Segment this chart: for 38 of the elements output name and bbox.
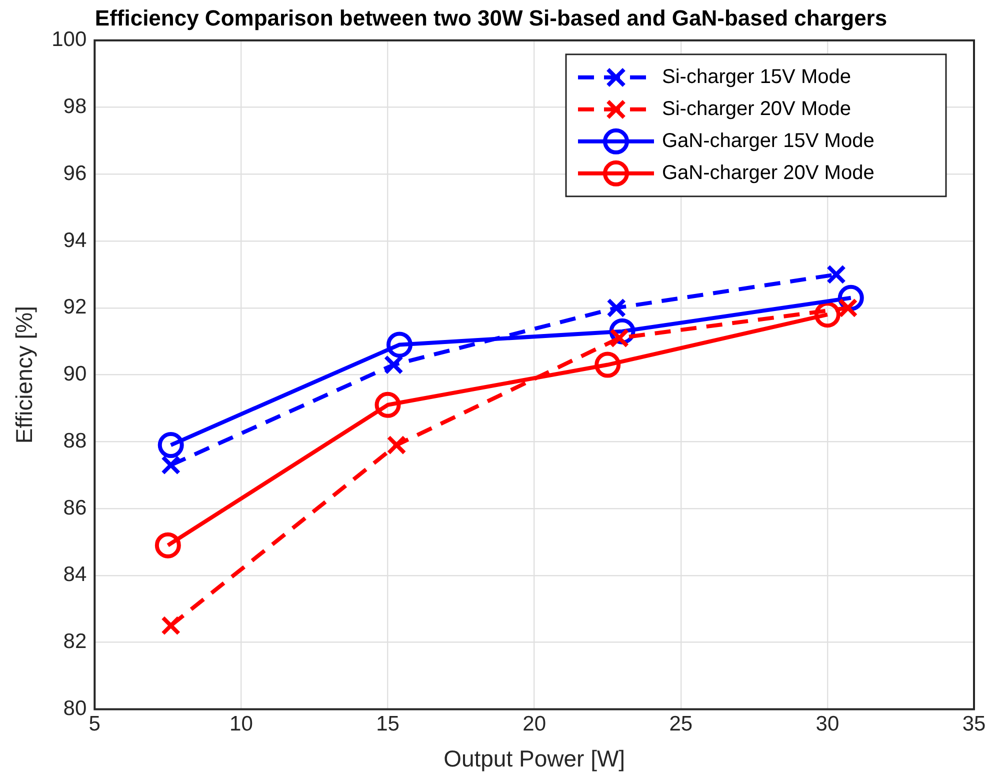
y-tick-label: 86: [63, 496, 87, 520]
point: [386, 435, 406, 455]
y-tick-label: 88: [63, 429, 87, 452]
y-tick-label: 96: [63, 162, 87, 185]
point: [826, 264, 846, 284]
x-tick-label: 30: [816, 712, 840, 736]
x-tick-label: 20: [522, 712, 546, 736]
y-tick-label: 82: [63, 630, 87, 654]
point: [814, 302, 840, 328]
y-tick-label: 80: [63, 696, 87, 720]
x-tick-label: 35: [962, 712, 986, 736]
legend-label: GaN-charger 20V Mode: [662, 162, 874, 184]
point: [594, 352, 621, 378]
y-tick-label: 100: [52, 28, 87, 52]
point: [606, 298, 626, 318]
x-tick-label: 10: [230, 712, 253, 736]
y-axis-title: Efficiency [%]: [11, 306, 38, 444]
point: [386, 332, 412, 358]
y-tick-label: 94: [63, 228, 87, 252]
point: [158, 432, 184, 458]
point: [161, 616, 181, 636]
y-tick-label: 98: [63, 95, 87, 118]
legend-label: Si-charger 15V Mode: [662, 66, 851, 88]
x-tick-label: 25: [669, 712, 693, 736]
x-tick-label: 5: [88, 712, 100, 736]
x-tick-label: 15: [376, 712, 400, 736]
legend-label: GaN-charger 15V Mode: [662, 130, 874, 152]
y-tick-label: 84: [63, 563, 87, 586]
y-tick-label: 92: [63, 296, 87, 319]
point: [161, 455, 181, 475]
x-axis-title: Output Power [W]: [444, 746, 626, 772]
chart-title: Efficiency Comparison between two 30W Si-based and GaN-based chargers: [94, 5, 888, 30]
point: [838, 298, 858, 318]
y-tick-label: 90: [63, 362, 87, 386]
point: [374, 392, 401, 418]
point: [384, 354, 404, 375]
point: [154, 532, 181, 558]
legend-label: Si-charger 20V Mode: [662, 98, 851, 120]
